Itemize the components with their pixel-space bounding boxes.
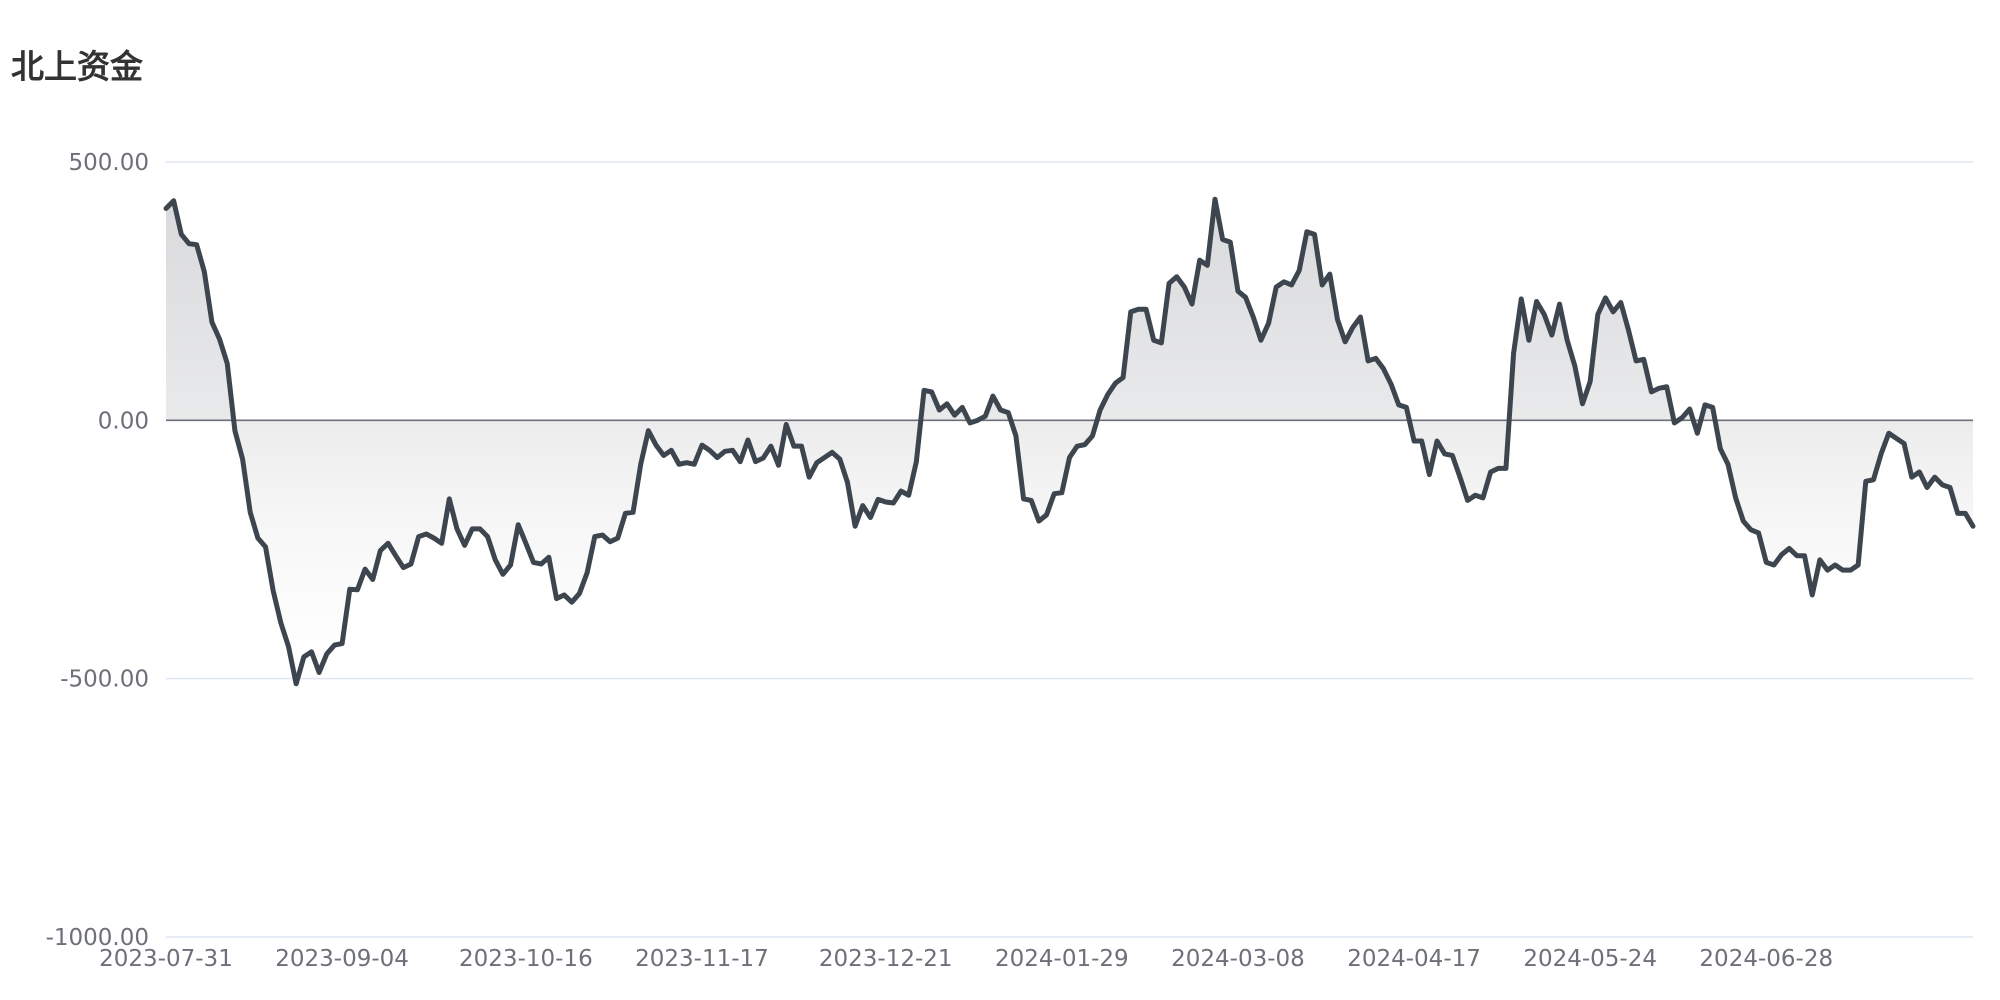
grid-layer	[166, 161, 1973, 938]
x-axis-ticks: 2023-07-31 2023-09-04 2023-10-16 2023-11-17…	[99, 946, 1833, 972]
area-fill-negative	[233, 420, 1973, 684]
x-tick-label: 2023-11-17	[635, 946, 769, 972]
y-axis-ticks: 500.00 0.00 -500.00 -1000.00	[46, 150, 149, 951]
x-tick-label: 2023-12-21	[819, 946, 953, 972]
y-tick-label: 0.00	[98, 408, 149, 434]
series-line	[163, 196, 1976, 687]
x-tick-label: 2024-04-17	[1347, 946, 1481, 972]
area-layer	[166, 199, 1973, 684]
x-tick-label: 2023-09-04	[275, 946, 409, 972]
x-tick-label: 2024-03-08	[1171, 946, 1305, 972]
x-tick-label: 2024-05-24	[1523, 946, 1657, 972]
x-tick-label: 2023-07-31	[99, 946, 233, 972]
area-fill-positive	[166, 199, 1973, 421]
y-tick-label: 500.00	[69, 150, 149, 176]
x-tick-label: 2024-06-28	[1699, 946, 1833, 972]
x-tick-label: 2023-10-16	[459, 946, 593, 972]
line-layer	[163, 196, 1976, 687]
chart-title: 北上资金	[11, 47, 143, 86]
y-tick-label: -500.00	[60, 667, 149, 693]
y-tick-label: -1000.00	[46, 925, 149, 951]
x-tick-label: 2024-01-29	[995, 946, 1129, 972]
